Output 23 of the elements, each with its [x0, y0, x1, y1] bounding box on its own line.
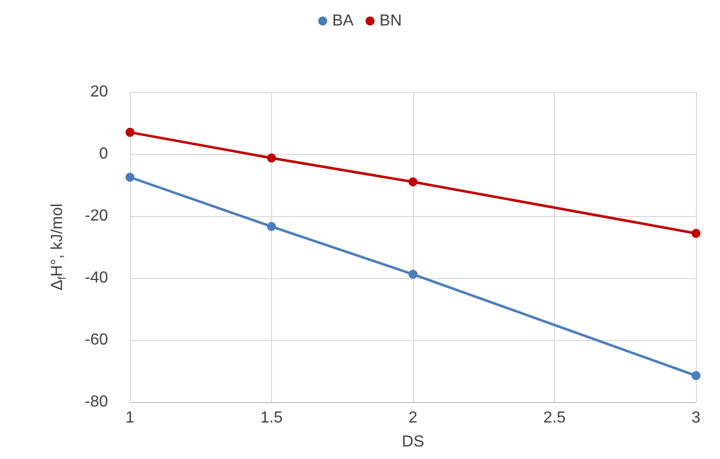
legend-label: BN [380, 12, 402, 30]
point [126, 128, 134, 137]
point [267, 154, 276, 163]
y-tick-label: -60 [84, 332, 108, 348]
y-tick-label: -40 [84, 270, 108, 286]
x-tick-label: 1 [126, 410, 135, 426]
point [267, 222, 276, 232]
y-tick-label: -80 [84, 394, 108, 410]
point [692, 228, 700, 238]
y-tick-label: 0 [99, 146, 108, 162]
y-tick-label: 20 [90, 84, 108, 100]
y-tick-label: -20 [84, 208, 108, 224]
x-tick-label: 2 [408, 410, 418, 426]
x-tick-label: 1.5 [260, 410, 283, 426]
legend-label: BA [332, 12, 354, 30]
x-tick-label: 2.5 [543, 410, 566, 426]
point [408, 177, 418, 186]
x-tick-label: 3 [692, 410, 701, 426]
y-axis-title: ΔfH°, kJ/mol [49, 204, 68, 290]
point [408, 270, 418, 279]
point [692, 371, 700, 380]
point [126, 172, 134, 182]
x-axis-title: DS [402, 434, 424, 450]
